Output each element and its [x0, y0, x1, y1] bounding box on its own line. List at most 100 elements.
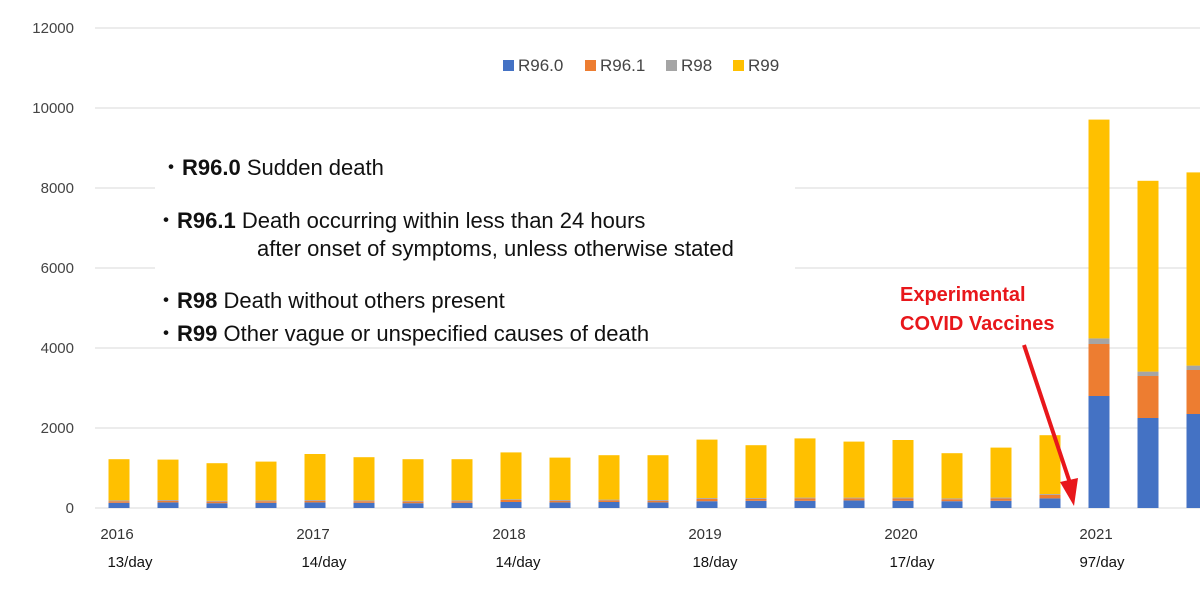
arrow-head — [1060, 478, 1078, 506]
bar-segment-r96-0 — [451, 502, 473, 508]
bar-segment-r96-1 — [549, 500, 571, 503]
bar-segment-r96-1 — [206, 501, 228, 504]
bar-segment-r96-0 — [157, 502, 179, 508]
bar-segment-r96-1 — [157, 500, 179, 503]
bar-segment-r99 — [500, 452, 522, 500]
bar-segment-r98 — [647, 500, 669, 501]
bar-segment-r99 — [1186, 172, 1200, 366]
axis-labels: 0 2000 4000 6000 8000 10000 12000 2016 2017 2018 2… — [32, 20, 1125, 571]
code-label: R96.0 — [182, 155, 241, 180]
code-line-r96-1-continued: after onset of symptoms, unless otherwis… — [257, 236, 734, 262]
bar-segment-r99 — [892, 440, 914, 498]
bar-segment-r99 — [451, 459, 473, 501]
daily-rate-label: 18/day — [692, 554, 738, 571]
callout-line-1: Experimental — [900, 284, 1026, 306]
y-tick-label: 2000 — [41, 420, 74, 437]
bar-segment-r96-0 — [745, 500, 767, 508]
bar-segment-r99 — [745, 445, 767, 498]
bar-segment-r96-0 — [108, 502, 130, 508]
bar-segment-r96-0 — [206, 503, 228, 508]
bar-segment-r96-0 — [1088, 396, 1110, 508]
bar-segment-r96-1 — [598, 500, 620, 502]
legend-label: R96.0 — [518, 56, 563, 75]
y-tick-label: 8000 — [41, 180, 74, 197]
daily-rate-label: 13/day — [107, 554, 153, 571]
bar-segment-r99 — [794, 438, 816, 498]
code-text: Other vague or unspecified causes of dea… — [217, 321, 650, 346]
code-text: Death without others present — [217, 288, 505, 313]
bar-segment-r98 — [745, 498, 767, 499]
bar-segment-r96-0 — [1039, 498, 1061, 508]
daily-rate-label: 14/day — [301, 554, 347, 571]
bar-segment-r98 — [402, 500, 424, 502]
bar-segment-r96-1 — [353, 501, 375, 503]
bar-segment-r98 — [794, 497, 816, 499]
bar-segment-r96-0 — [990, 500, 1012, 508]
code-label: R96.1 — [177, 208, 236, 233]
bar-segment-r96-0 — [843, 500, 865, 508]
bar-segment-r96-0 — [647, 502, 669, 508]
bullet: ・ — [155, 321, 178, 346]
bar-segment-r98 — [255, 500, 277, 502]
bar-segment-r96-0 — [794, 500, 816, 508]
x-year-label: 2021 — [1079, 526, 1112, 543]
bar-segment-r99 — [843, 441, 865, 498]
bar-segment-r99 — [549, 457, 571, 500]
code-line-r96-0: ・R96.0 Sudden death — [160, 150, 384, 182]
code-line-r98: ・R98 Death without others present — [155, 283, 505, 315]
y-tick-label: 12000 — [32, 20, 74, 37]
bar-segment-r96-1 — [745, 498, 767, 501]
bullet: ・ — [155, 208, 178, 233]
bar-segment-r96-1 — [843, 498, 865, 501]
x-year-label: 2019 — [688, 526, 721, 543]
bar-segment-r96-1 — [696, 498, 718, 502]
bar-segment-r96-1 — [1039, 494, 1061, 499]
x-year-label: 2020 — [884, 526, 917, 543]
bar-segment-r98 — [1186, 365, 1200, 370]
bar-segment-r99 — [108, 459, 130, 501]
legend: R96.0 R96.1 R98 R99 — [503, 56, 779, 75]
code-label: R99 — [177, 321, 218, 346]
bar-segment-r98 — [598, 499, 620, 501]
bar-segment-r96-0 — [402, 503, 424, 508]
bar-segment-r99 — [206, 463, 228, 501]
bar-segment-r98 — [206, 500, 228, 502]
bar-segment-r96-1 — [402, 501, 424, 504]
bullet: ・ — [155, 288, 178, 313]
bar-segment-r98 — [892, 497, 914, 499]
x-year-label: 2018 — [492, 526, 525, 543]
daily-rate-label: 14/day — [495, 554, 541, 571]
y-tick-label: 0 — [66, 500, 74, 517]
bar-segment-r98 — [353, 500, 375, 502]
bar-segment-r96-1 — [500, 500, 522, 502]
y-tick-label: 10000 — [32, 100, 74, 117]
icd-code-descriptions: ・R96.0 Sudden death ・R96.1 Death occurri… — [155, 140, 795, 348]
callout-line-2: COVID Vaccines — [900, 313, 1055, 335]
bar-segment-r99 — [304, 454, 326, 500]
bar-segment-r96-0 — [696, 501, 718, 508]
bar-segment-r96-1 — [1186, 370, 1200, 414]
y-tick-label: 4000 — [41, 340, 74, 357]
bars — [108, 119, 1200, 508]
legend-swatch — [585, 60, 596, 71]
bar-segment-r96-0 — [549, 502, 571, 508]
bar-segment-r99 — [157, 459, 179, 500]
code-line-r99: ・R99 Other vague or unspecified causes o… — [155, 316, 649, 348]
bar-segment-r96-1 — [647, 500, 669, 503]
daily-rate-label: 97/day — [1079, 554, 1125, 571]
bar-segment-r99 — [647, 455, 669, 500]
bar-segment-r96-1 — [794, 498, 816, 501]
bar-segment-r99 — [941, 453, 963, 499]
bar-segment-r96-1 — [1088, 344, 1110, 396]
code-line-r96-1: ・R96.1 Death occurring within less than … — [155, 203, 645, 235]
legend-swatch — [733, 60, 744, 71]
legend-label: R98 — [681, 56, 712, 75]
bar-segment-r96-0 — [304, 502, 326, 508]
bar-segment-r98 — [843, 497, 865, 499]
code-label: R98 — [177, 288, 218, 313]
bar-segment-r96-1 — [451, 501, 473, 503]
bar-segment-r98 — [157, 500, 179, 501]
bar-segment-r96-0 — [1137, 418, 1159, 508]
